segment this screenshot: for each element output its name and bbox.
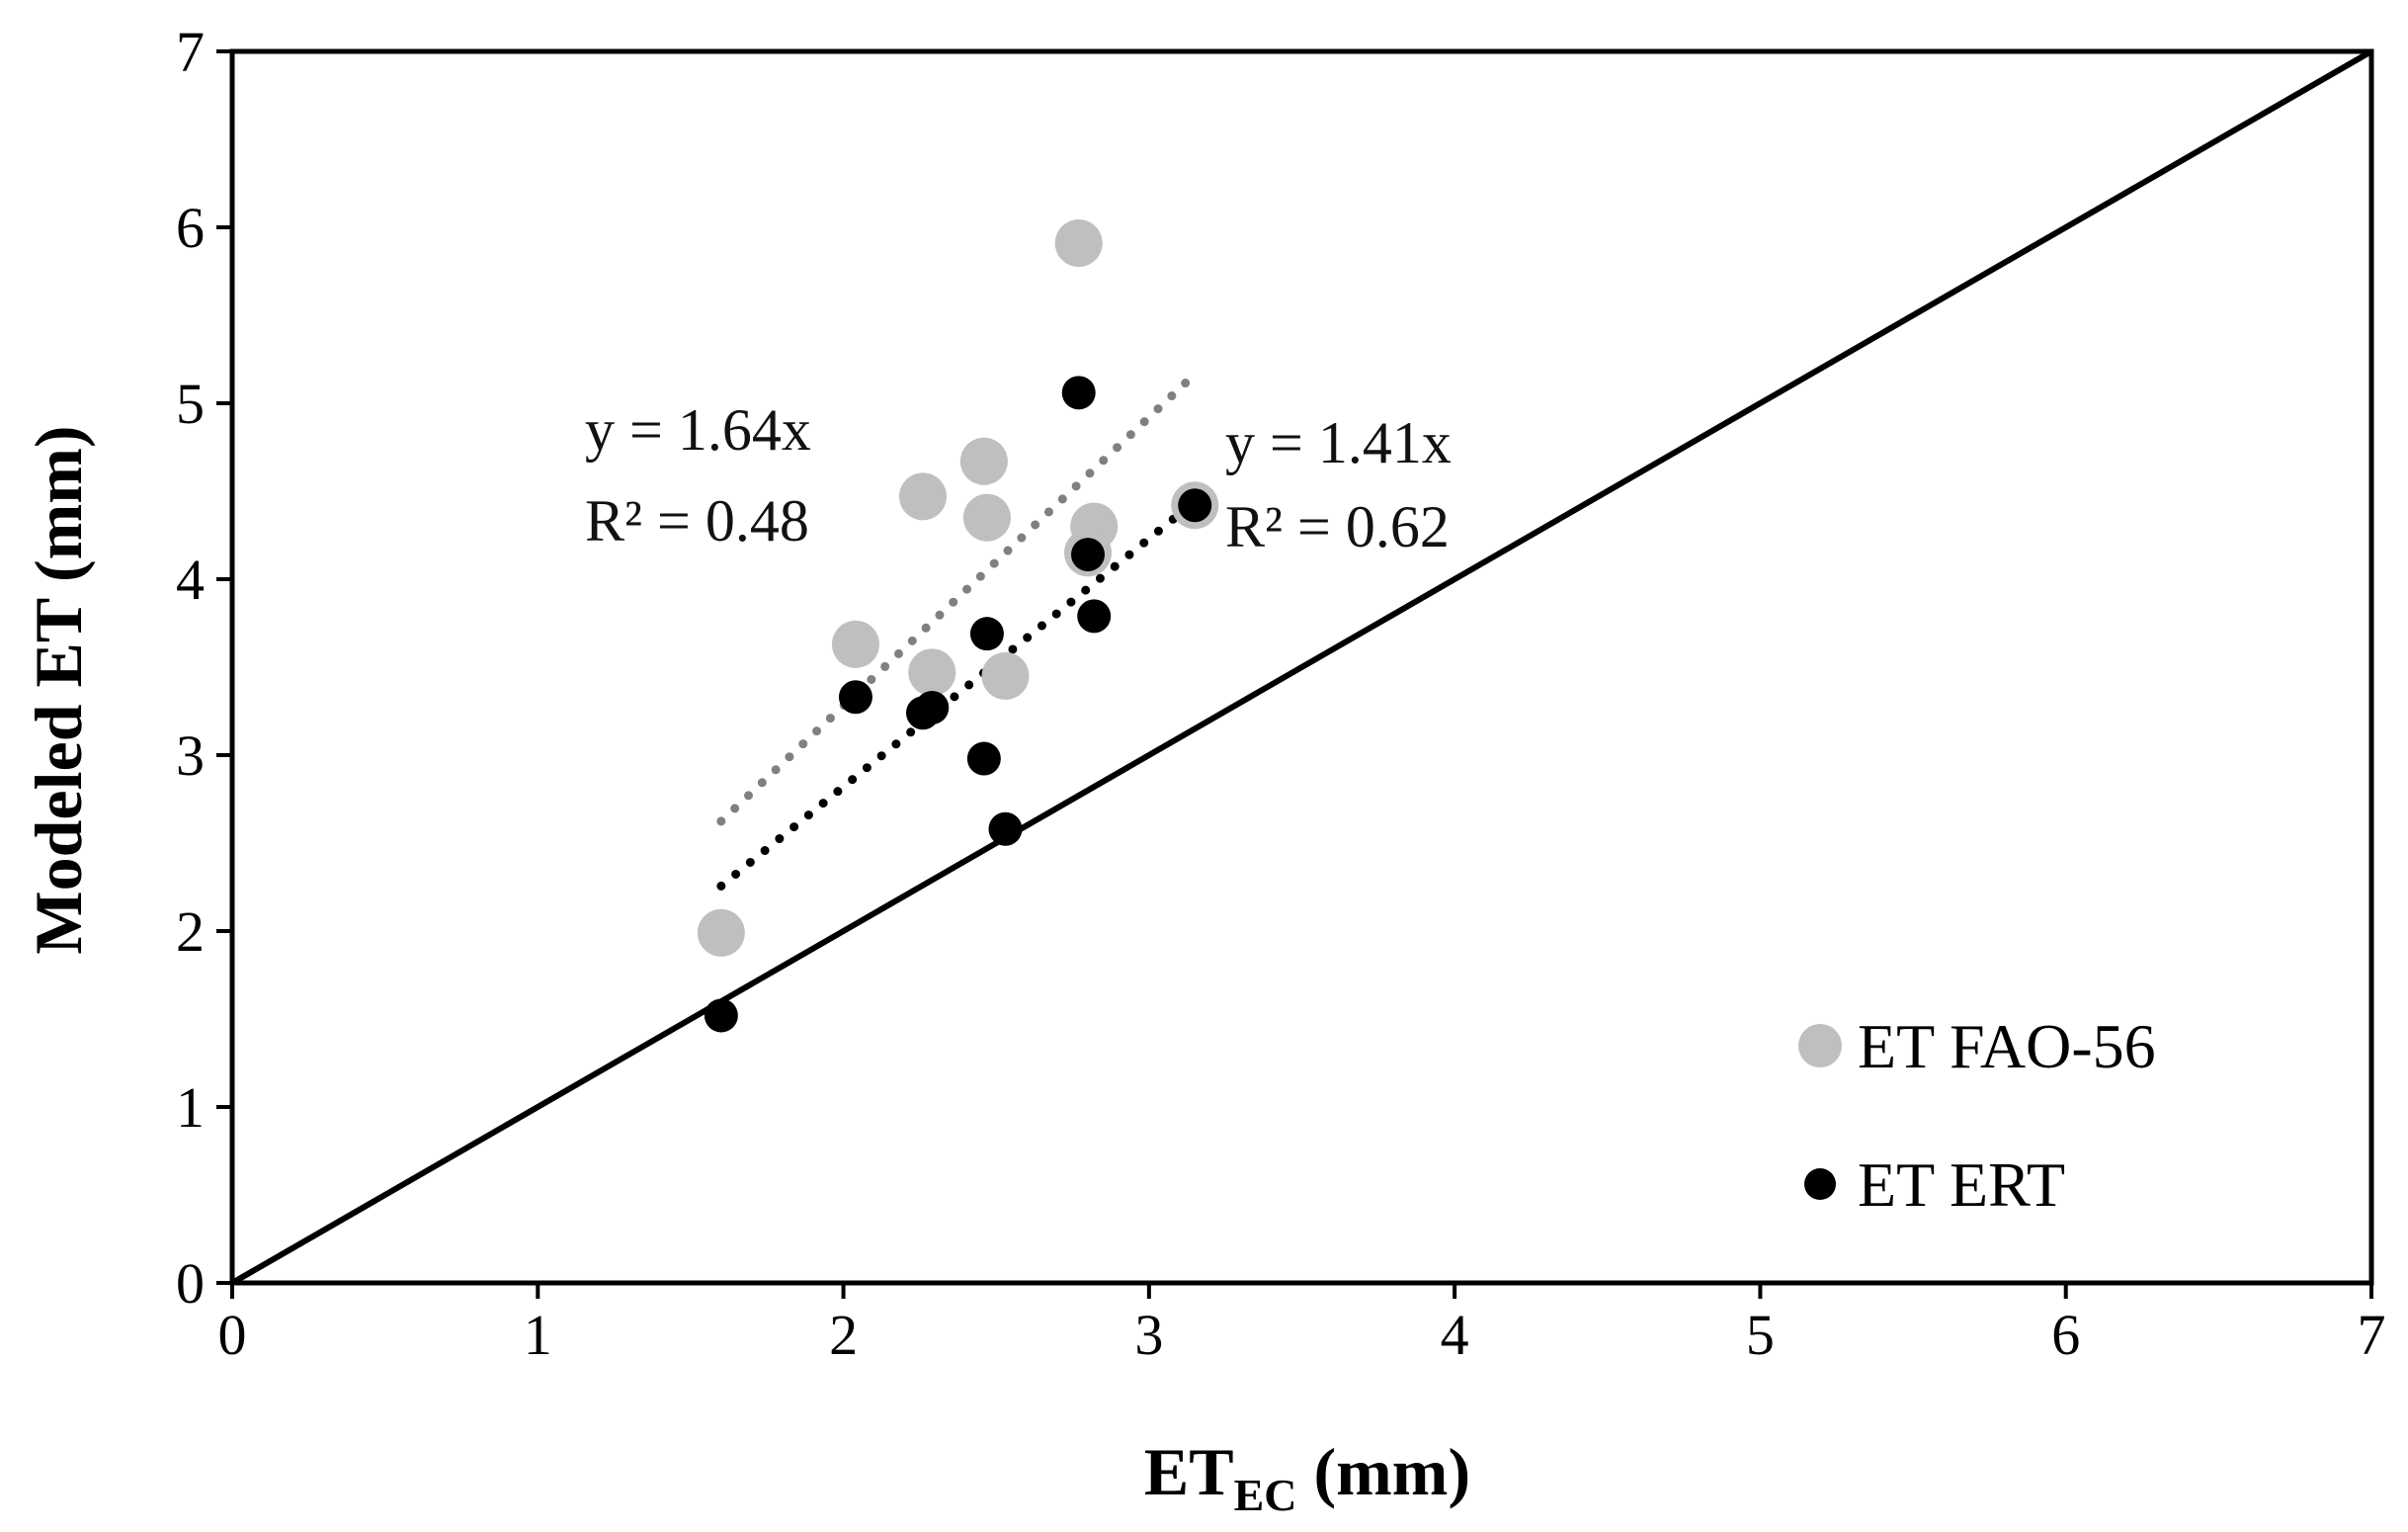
legend-marker-ert [1804, 1168, 1836, 1200]
ert-trendline [716, 496, 1200, 891]
ert-data-point [1061, 376, 1096, 410]
x-tick-label: 6 [2051, 1303, 2080, 1367]
ert-data-point [1178, 488, 1212, 523]
ert-data-point [704, 998, 738, 1033]
reference-line-group [230, 48, 2373, 1286]
y-tick-label: 3 [176, 723, 205, 788]
legend-marker-fao [1798, 1024, 1842, 1067]
x-tick-label: 2 [829, 1303, 858, 1367]
fao-data-point [981, 651, 1030, 700]
ert-equation-label: y = 1.41x [1225, 410, 1452, 475]
legend-label-fao: ET FAO-56 [1858, 1011, 2156, 1081]
y-tick-label: 0 [176, 1251, 205, 1316]
y-tick-label: 5 [176, 372, 205, 436]
ert-data-point [966, 741, 1001, 776]
ert-r2-label: R² = 0.62 [1225, 494, 1450, 559]
fao-data-point [697, 908, 745, 957]
y-tick-label: 6 [176, 196, 205, 260]
x-tick-label: 3 [1134, 1303, 1163, 1367]
fao-data-point [959, 437, 1008, 485]
fao-data-point [908, 648, 956, 697]
ert-data-point [915, 690, 950, 724]
x-tick-label: 5 [1746, 1303, 1775, 1367]
legend: ET FAO-56 ET ERT [1798, 1011, 2156, 1220]
y-tick-label: 1 [176, 1075, 205, 1140]
x-tick-label: 1 [524, 1303, 552, 1367]
fao-trendline [716, 369, 1200, 826]
y-tick-label: 2 [176, 899, 205, 964]
y-tick-label: 7 [176, 20, 205, 84]
y-axis-title: Modeled ET (mm) [21, 425, 96, 954]
y-tick-label: 4 [176, 548, 205, 612]
x-axis-title-subscript: EC [1234, 1470, 1297, 1520]
trendlines [716, 369, 1200, 891]
axis-ticks: 0 1 2 3 4 5 6 7 0 1 2 3 4 5 6 7 [176, 20, 2386, 1367]
fao-equation-label: y = 1.64x [585, 397, 811, 463]
x-axis-title-main: ET [1144, 1434, 1234, 1509]
fao-data-point [1054, 219, 1103, 268]
x-tick-label: 7 [2358, 1303, 2386, 1367]
ert-data-point [838, 680, 872, 715]
legend-label-ert: ET ERT [1858, 1149, 2065, 1220]
plot-area-frame [229, 48, 2374, 1286]
fao-r2-label: R² = 0.48 [585, 488, 809, 553]
fao-data-point [962, 493, 1011, 542]
fao-data-point [898, 472, 947, 521]
one-to-one-line [230, 48, 2373, 1286]
x-tick-label: 0 [218, 1303, 247, 1367]
fao-data-point [831, 620, 879, 668]
ert-data-point [1077, 599, 1112, 634]
x-tick-label: 4 [1441, 1303, 1469, 1367]
ert-data-point [969, 617, 1004, 651]
ert-data-point [988, 811, 1023, 846]
x-axis-title: ETEC (mm) [1144, 1434, 1470, 1520]
data-points [697, 219, 1219, 1033]
ert-data-point [1071, 538, 1105, 572]
x-axis-title-unit: (mm) [1297, 1434, 1471, 1509]
